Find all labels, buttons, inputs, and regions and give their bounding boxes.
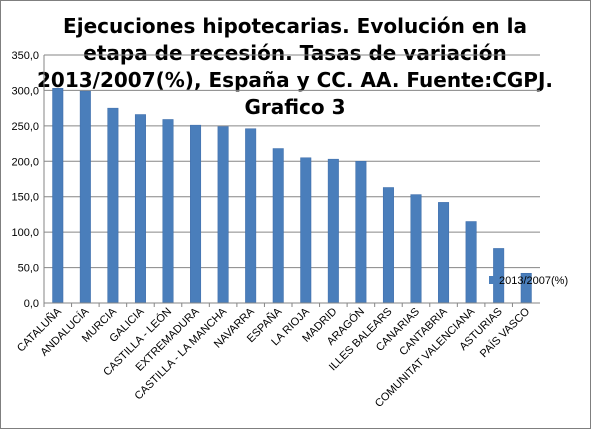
- y-tick-label: 250,0: [11, 121, 39, 133]
- bar: [52, 88, 64, 304]
- bar: [272, 148, 284, 304]
- bar: [217, 126, 229, 304]
- bar: [162, 119, 174, 304]
- y-axis-ticks: 0,0 50,0 100,0 150,0 200,0 250,0 300,0 350,0: [11, 50, 39, 310]
- y-tick-label: 50,0: [18, 263, 39, 275]
- bar: [465, 221, 477, 304]
- bar: [79, 90, 91, 304]
- y-tick-label: 350,0: [11, 50, 39, 62]
- bar: [438, 202, 450, 304]
- bar: [327, 158, 339, 304]
- y-tick-label: 150,0: [11, 192, 39, 204]
- legend-swatch: [489, 276, 497, 284]
- bar: [107, 107, 119, 304]
- y-tick-label: 300,0: [11, 85, 39, 97]
- gridlines: [44, 54, 540, 304]
- bar: [245, 128, 257, 304]
- bar: [300, 157, 312, 304]
- bars: [52, 88, 532, 304]
- legend-label: 2013/2007(%): [499, 275, 568, 287]
- chart-title-line-4: Grafico 3: [244, 95, 345, 119]
- chart-title-line-3: 2013/2007(%), España y CC. AA. Fuente:CG…: [37, 68, 553, 92]
- bar: [190, 124, 202, 304]
- bar: [355, 161, 367, 304]
- bar: [134, 114, 146, 304]
- bar: [410, 194, 422, 304]
- chart-title: Ejecuciones hipotecarias. Evolución en l…: [37, 14, 553, 119]
- axes: [43, 55, 540, 304]
- y-tick-label: 100,0: [11, 227, 39, 239]
- chart-title-line-1: Ejecuciones hipotecarias. Evolución en l…: [63, 14, 527, 38]
- y-tick-label: 0,0: [24, 298, 39, 310]
- chart-title-line-2: etapa de recesión. Tasas de variación: [83, 41, 507, 65]
- bar: [382, 187, 394, 304]
- legend: 2013/2007(%): [489, 275, 568, 287]
- y-tick-label: 200,0: [11, 156, 39, 168]
